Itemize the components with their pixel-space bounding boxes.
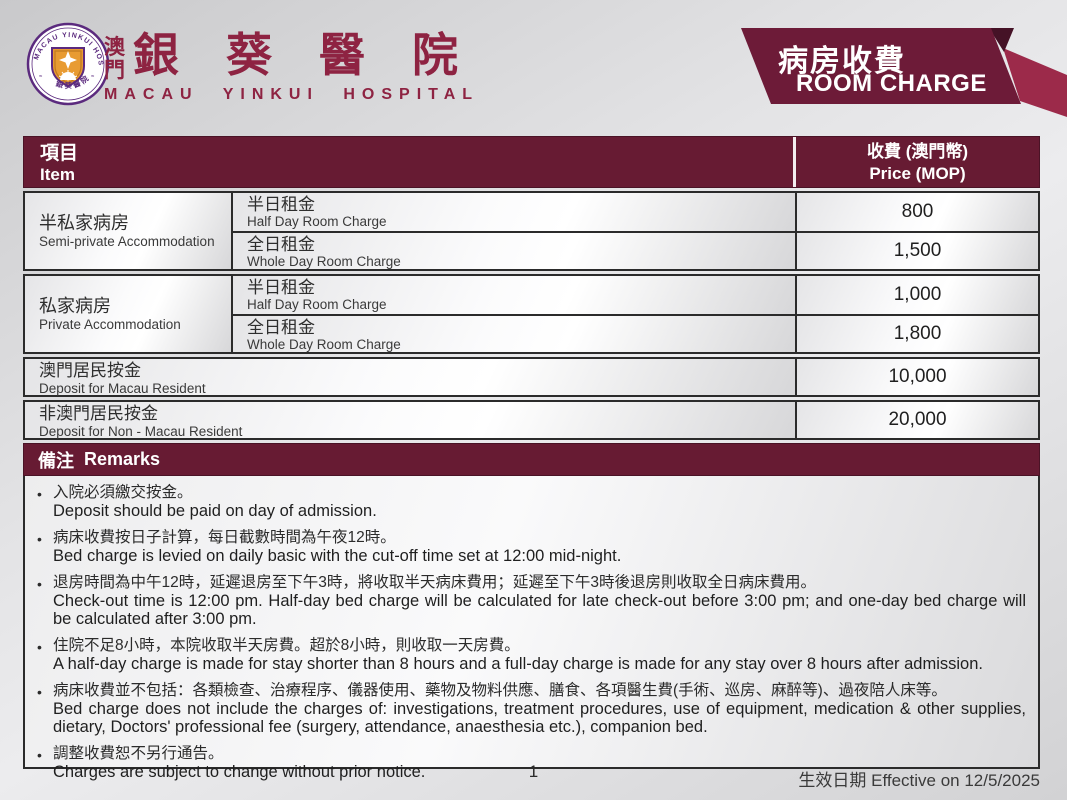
- bullet-icon: •: [37, 531, 42, 547]
- hospital-title-prefix: 澳 門: [104, 35, 125, 82]
- bullet-icon: •: [37, 576, 42, 592]
- bullet-icon: •: [37, 684, 42, 700]
- table-row-group-semi-private: 半私家病房 Semi-private Accommodation 半日租金 Ha…: [23, 191, 1040, 271]
- table-row: 半日租金 Half Day Room Charge 800: [233, 193, 1038, 231]
- header-price-cell: 收費 (澳門幣) Price (MOP): [866, 141, 969, 183]
- table-row-deposit-macau: 澳門居民按金 Deposit for Macau Resident 10,000: [23, 357, 1040, 397]
- table-row: 全日租金 Whole Day Room Charge 1,500: [233, 231, 1038, 269]
- effective-date: 生效日期 Effective on 12/5/2025: [798, 771, 1040, 790]
- remark-item: • 入院必須繳交按金。 Deposit should be paid on da…: [37, 484, 377, 520]
- remarks-list: • 入院必須繳交按金。 Deposit should be paid on da…: [23, 476, 1040, 781]
- svg-text:≈: ≈: [91, 74, 95, 80]
- table-row: 全日租金 Whole Day Room Charge 1,800: [233, 314, 1038, 352]
- remark-item: • 退房時間為中午12時，延遲退房至下午3時，將收取半天病床費用；延遲至下午3時…: [37, 574, 1026, 628]
- bullet-icon: •: [37, 486, 42, 502]
- hospital-title: 澳 門 銀 葵 醫 院 MACAU YINKUI HOSPITAL: [104, 30, 480, 104]
- remark-item: • 病床收費並不包括：各類檢查、治療程序、儀器使用、藥物及物料供應、膳食、各項醫…: [37, 682, 1026, 736]
- price-value: 1,800: [797, 316, 1038, 352]
- bullet-icon: •: [37, 747, 42, 763]
- remark-item: • 病床收費按日子計算，每日截數時間為午夜12時。 Bed charge is …: [37, 529, 622, 565]
- price-value: 1,500: [797, 233, 1038, 269]
- svg-text:≈: ≈: [39, 74, 43, 80]
- page-number: 1: [528, 762, 539, 781]
- price-table: 項目 Item 收費 (澳門幣) Price (MOP) 半私家病房 Semi-…: [23, 136, 1040, 781]
- price-value: 10,000: [797, 359, 1038, 395]
- hospital-brand: MACAU YINKUI HOSPITAL 銀葵醫院 ≈ ≈ 澳 門: [26, 22, 472, 106]
- price-value: 1,000: [797, 276, 1038, 314]
- table-row-group-private: 私家病房 Private Accommodation 半日租金 Half Day…: [23, 274, 1040, 354]
- hospital-logo-icon: MACAU YINKUI HOSPITAL 銀葵醫院 ≈ ≈: [26, 22, 110, 106]
- header-item-cell: 項目 Item: [24, 137, 796, 187]
- item-cell: 半私家病房 Semi-private Accommodation: [25, 193, 233, 269]
- remark-item: • 調整收費恕不另行通告。 Charges are subject to cha…: [37, 745, 426, 781]
- price-value: 20,000: [797, 402, 1038, 438]
- table-row: 半日租金 Half Day Room Charge 1,000: [233, 276, 1038, 314]
- banner-title-zh: 病房收費: [778, 45, 906, 78]
- table-row-deposit-non-macau: 非澳門居民按金 Deposit for Non - Macau Resident…: [23, 400, 1040, 440]
- price-value: 800: [797, 193, 1038, 231]
- table-header: 項目 Item 收費 (澳門幣) Price (MOP): [23, 136, 1040, 188]
- remarks-header: 備注 Remarks: [23, 443, 1040, 476]
- hospital-title-en: MACAU YINKUI HOSPITAL: [104, 86, 480, 103]
- bullet-icon: •: [37, 639, 42, 655]
- remark-item: • 住院不足8小時，本院收取半天房費。超於8小時，則收取一天房費。 A half…: [37, 637, 983, 673]
- item-cell: 私家病房 Private Accommodation: [25, 276, 233, 352]
- hospital-title-zh: 銀 葵 醫 院: [133, 30, 458, 81]
- banner-title-en: ROOM CHARGE: [796, 70, 987, 97]
